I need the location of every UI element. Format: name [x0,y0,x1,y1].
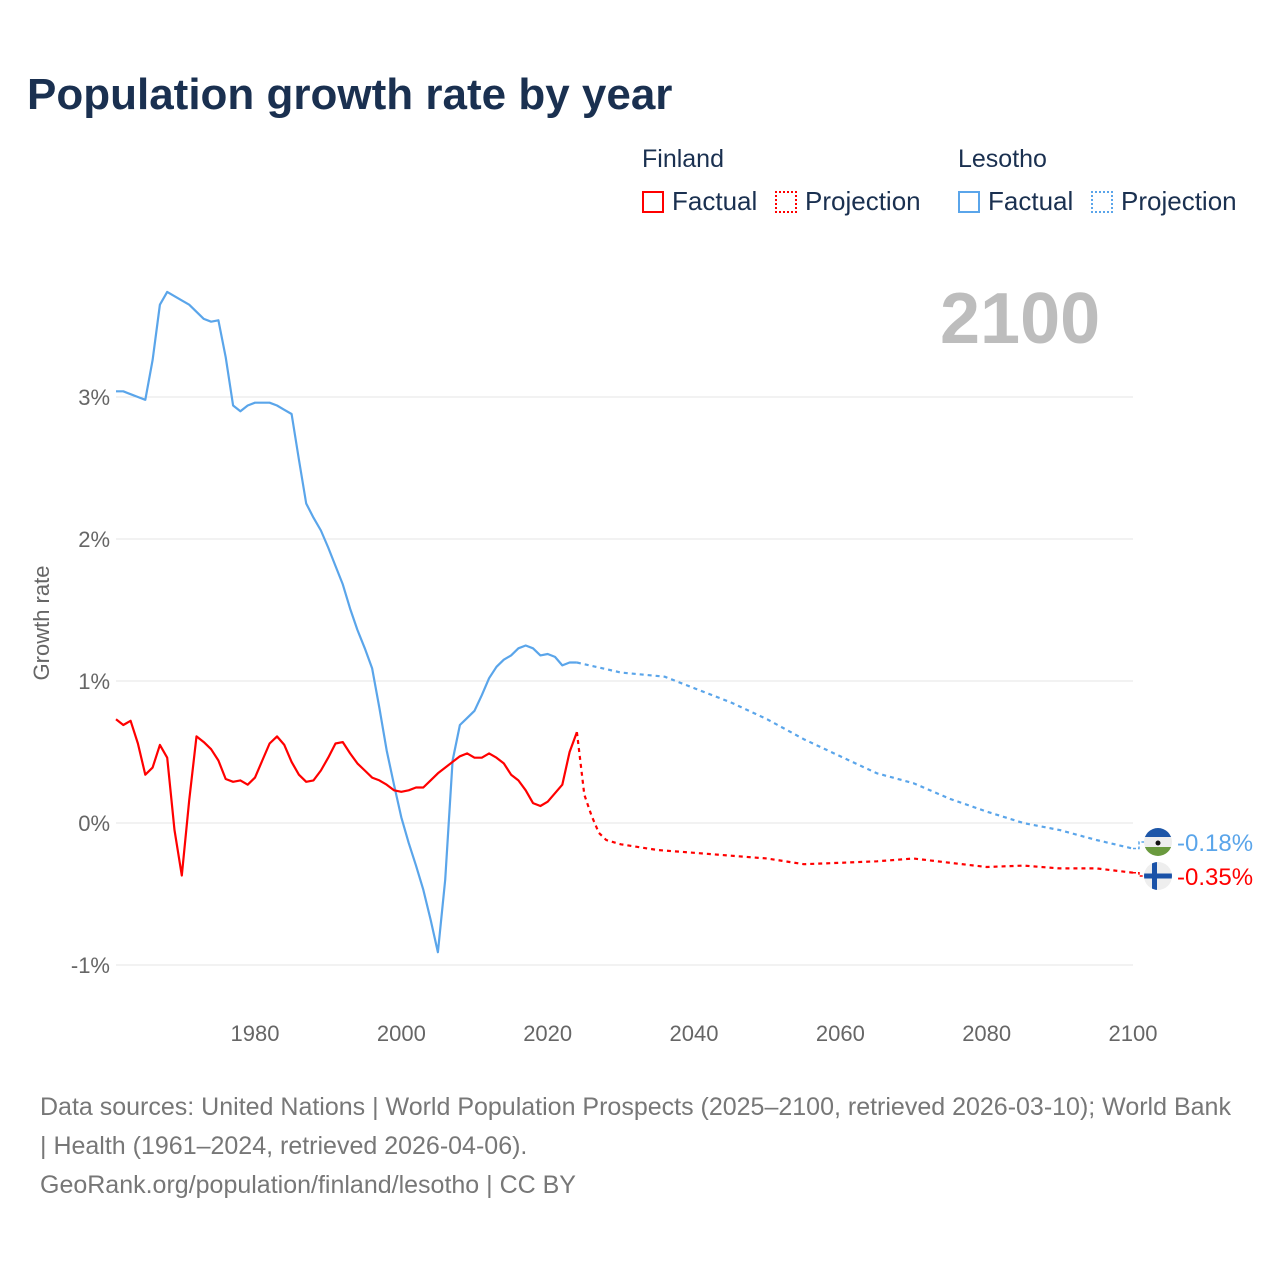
legend-group-lesotho: Lesotho [958,145,1047,173]
flag-cross-h [1144,873,1172,879]
series-line-lesotho-factual [116,290,577,954]
y-tick-label: 0% [78,811,110,836]
finland-end-value: -0.35% [1177,864,1253,891]
x-tick-label: 2100 [1109,1021,1158,1046]
flag-hat [1155,840,1161,846]
data-sources: Data sources: United Nations | World Pop… [40,1093,1231,1160]
legend-swatch-dotted [775,190,797,213]
legend-label: Factual [988,186,1074,216]
y-tick-label: -1% [71,953,110,978]
x-tick-label: 2040 [670,1021,719,1046]
legend-label: Projection [805,186,921,216]
series-line-finland-factual [115,718,578,877]
legend-finland-factual[interactable]: Factual [642,186,757,217]
end-connector [1133,841,1145,850]
x-tick-label: 1980 [231,1021,280,1046]
x-tick-label: 2020 [523,1021,572,1046]
flag-cross-v [1152,862,1157,890]
legend-label: Factual [672,186,758,216]
y-tick-label: 3% [78,385,110,410]
legend-lesotho-factual[interactable]: Factual [958,186,1073,217]
legend-swatch-solid [958,190,980,213]
series-line-finland-projection [575,731,1134,874]
x-tick-label: 2080 [962,1021,1011,1046]
flag-green [1144,847,1172,856]
current-year-label: 2100 [940,279,1101,359]
flag-blue [1144,828,1172,837]
legend-swatch-dotted [1091,190,1113,213]
lesotho-flag-icon [1144,828,1172,856]
legend-lesotho-projection[interactable]: Projection [1091,186,1237,217]
y-tick-label: 2% [78,527,110,552]
legend-finland-projection[interactable]: Projection [775,186,921,217]
chart-title: Population growth rate by year [27,70,673,119]
legend-group-finland: Finland [642,145,724,173]
footer: Data sources: United Nations | World Pop… [40,1088,1240,1205]
end-connector [1133,871,1145,877]
finland-flag-icon [1144,862,1172,890]
flag [1144,828,1172,856]
legend-swatch-solid [642,190,664,213]
flag [1144,862,1172,890]
legend-label: Projection [1121,186,1237,216]
x-tick-label: 2000 [377,1021,426,1046]
series-line-lesotho-projection [576,661,1134,850]
source-link[interactable]: GeoRank.org/population/finland/lesotho |… [40,1171,576,1199]
y-tick-label: 1% [78,669,110,694]
lesotho-end-value: -0.18% [1177,830,1253,857]
x-tick-label: 2060 [816,1021,865,1046]
